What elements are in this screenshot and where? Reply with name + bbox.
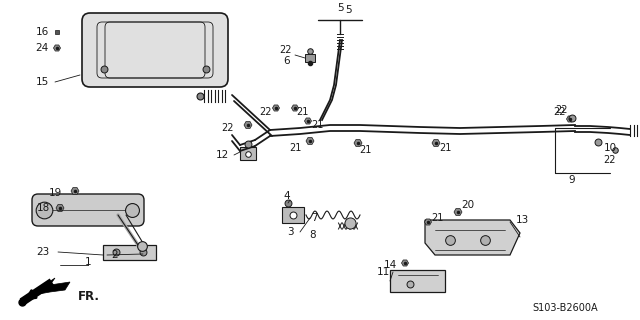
- Text: 11: 11: [376, 267, 390, 277]
- Text: 22: 22: [260, 107, 272, 117]
- Text: 21: 21: [296, 107, 308, 117]
- Text: 8: 8: [310, 230, 316, 240]
- Text: 16: 16: [35, 27, 49, 37]
- Polygon shape: [305, 118, 312, 124]
- FancyBboxPatch shape: [82, 13, 228, 87]
- Polygon shape: [401, 260, 408, 266]
- Text: 23: 23: [36, 247, 50, 257]
- Text: 18: 18: [36, 203, 50, 213]
- Text: 21: 21: [431, 213, 443, 223]
- Text: 21: 21: [289, 143, 301, 153]
- Polygon shape: [28, 278, 70, 296]
- Text: 12: 12: [216, 150, 228, 160]
- Polygon shape: [71, 188, 79, 195]
- Text: 22: 22: [556, 105, 568, 115]
- Text: 3: 3: [287, 227, 293, 237]
- Polygon shape: [291, 105, 298, 111]
- Polygon shape: [54, 45, 61, 51]
- Text: 20: 20: [461, 200, 475, 210]
- Text: 21: 21: [359, 145, 371, 155]
- Text: 15: 15: [35, 77, 49, 87]
- Polygon shape: [454, 209, 462, 215]
- Polygon shape: [56, 204, 64, 212]
- Text: 4: 4: [284, 191, 291, 201]
- Polygon shape: [306, 138, 314, 144]
- Text: 1: 1: [84, 257, 92, 267]
- Polygon shape: [566, 116, 573, 122]
- FancyBboxPatch shape: [32, 194, 144, 226]
- Text: 22: 22: [554, 107, 566, 117]
- Bar: [55, 30, 59, 34]
- Text: FR.: FR.: [78, 290, 100, 302]
- Polygon shape: [244, 122, 252, 128]
- Polygon shape: [424, 219, 431, 225]
- Polygon shape: [273, 105, 280, 111]
- Text: 14: 14: [383, 260, 397, 270]
- Polygon shape: [103, 245, 156, 260]
- Text: 9: 9: [569, 175, 575, 185]
- Text: 13: 13: [515, 215, 529, 225]
- Polygon shape: [390, 270, 445, 292]
- Bar: [305, 54, 315, 62]
- Text: 7: 7: [310, 213, 317, 223]
- Text: 10: 10: [604, 143, 616, 153]
- Polygon shape: [240, 147, 256, 160]
- Text: 22: 22: [221, 123, 234, 133]
- Text: 5: 5: [337, 3, 343, 13]
- Polygon shape: [354, 140, 362, 147]
- Text: 24: 24: [35, 43, 49, 53]
- Text: 22: 22: [280, 45, 292, 55]
- Polygon shape: [282, 207, 304, 223]
- Text: S103-B2600A: S103-B2600A: [532, 303, 598, 313]
- Text: 21: 21: [439, 143, 451, 153]
- Text: 21: 21: [311, 120, 323, 130]
- Polygon shape: [432, 140, 440, 147]
- Text: 19: 19: [49, 188, 61, 198]
- Text: 6: 6: [284, 56, 291, 66]
- Polygon shape: [425, 220, 520, 255]
- Text: 5: 5: [345, 5, 351, 15]
- Text: 22: 22: [604, 155, 616, 165]
- Text: 2: 2: [112, 250, 118, 260]
